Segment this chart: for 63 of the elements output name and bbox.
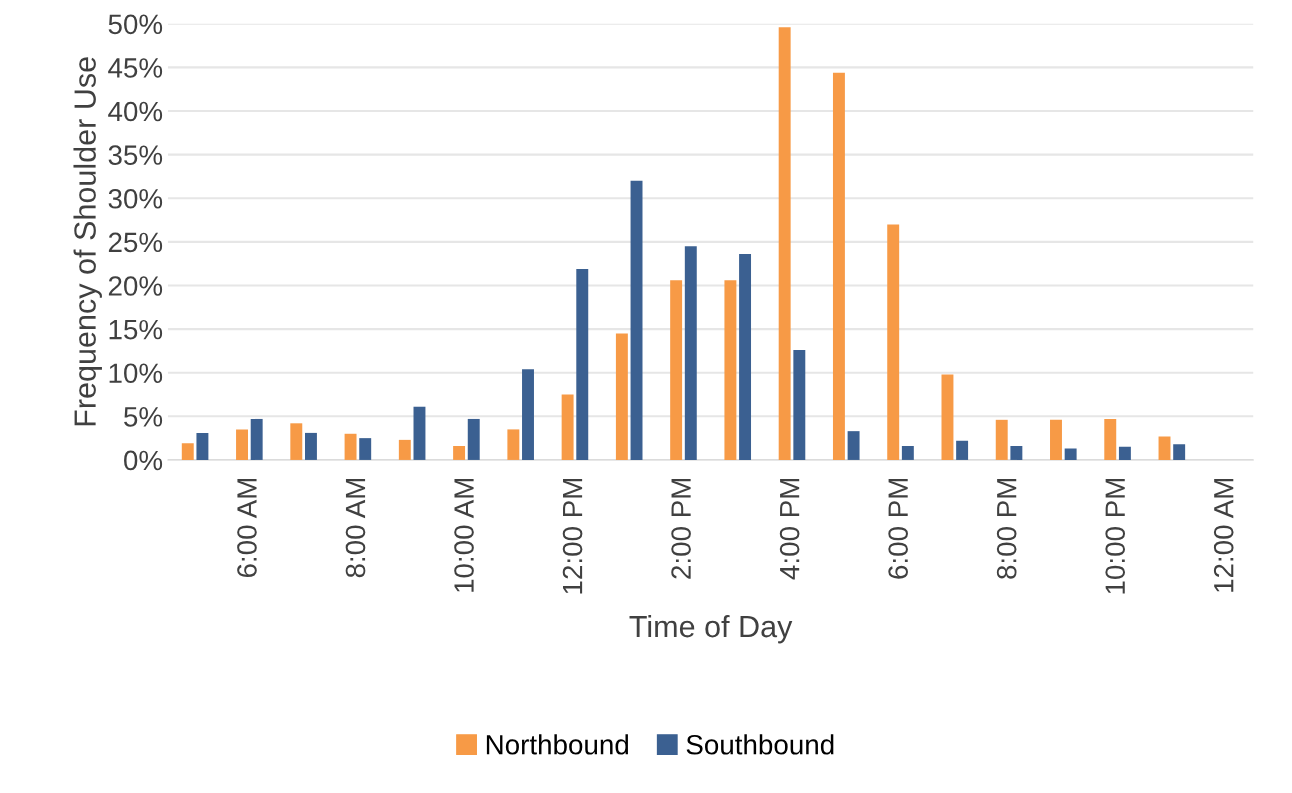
- bar: [1158, 436, 1171, 460]
- bar: [670, 280, 683, 460]
- legend-label: Northbound: [486, 734, 628, 755]
- bar: [615, 333, 628, 460]
- x-tick-label: 10:00 PM: [1105, 478, 1126, 594]
- bar: [561, 394, 574, 460]
- bar: [304, 432, 317, 460]
- bar: [1064, 448, 1077, 460]
- bar: [1118, 446, 1131, 460]
- bar: [724, 280, 737, 460]
- bar: [344, 433, 357, 460]
- bar: [290, 423, 303, 460]
- bar: [901, 445, 914, 460]
- y-tick-label: 5%: [124, 407, 163, 427]
- bar: [453, 445, 466, 460]
- bar: [887, 224, 900, 460]
- y-axis-title: Frequency of Shoulder Use: [73, 57, 102, 426]
- x-tick-label: 10:00 AM: [454, 478, 474, 592]
- bar: [630, 180, 643, 460]
- x-axis-title: Time of Day: [629, 614, 793, 644]
- bar: [793, 350, 806, 460]
- x-tick-label: 8:00 PM: [996, 478, 1017, 579]
- legend-label: Southbound: [686, 734, 834, 755]
- bar: [522, 369, 534, 460]
- bar: [832, 72, 845, 460]
- x-tick-label: 6:00 PM: [888, 478, 908, 579]
- bar: [684, 246, 697, 460]
- x-tick-label: 6:00 AM: [237, 478, 257, 578]
- bar: [1010, 445, 1023, 460]
- x-tick-label: 12:00 AM: [1213, 478, 1234, 592]
- bar: [956, 440, 969, 460]
- bar: [507, 429, 520, 460]
- bar: [847, 431, 860, 460]
- bar: [1173, 444, 1186, 460]
- bar: [398, 439, 411, 460]
- bar: [250, 418, 263, 460]
- y-tick-label: 30%: [108, 188, 163, 209]
- y-tick-label: 20%: [108, 276, 163, 296]
- y-tick-label: 15%: [109, 319, 163, 340]
- bar: [236, 429, 248, 460]
- bar: [778, 27, 791, 460]
- bar: [413, 406, 426, 460]
- bar: [181, 443, 194, 460]
- y-tick-label: 50%: [108, 14, 163, 35]
- bar: [941, 374, 954, 460]
- bar: [995, 419, 1008, 460]
- y-tick-label: 35%: [108, 145, 163, 165]
- x-tick-label: 12:00 PM: [562, 478, 583, 594]
- y-tick-label: 40%: [108, 101, 163, 122]
- y-tick-label: 25%: [108, 232, 163, 253]
- bar: [467, 418, 480, 460]
- y-tick-label: 10%: [109, 363, 163, 384]
- x-tick-label: 4:00 PM: [779, 478, 800, 580]
- bar: [576, 268, 589, 460]
- bar: [1104, 418, 1117, 460]
- y-tick-label: 0%: [124, 450, 163, 471]
- x-tick-label: 2:00 PM: [671, 478, 691, 579]
- bar: [196, 432, 209, 460]
- y-tick-label: 45%: [108, 58, 163, 78]
- bar: [1050, 419, 1062, 460]
- bar: [359, 438, 372, 460]
- bar: [739, 254, 752, 460]
- x-tick-label: 8:00 AM: [345, 478, 366, 578]
